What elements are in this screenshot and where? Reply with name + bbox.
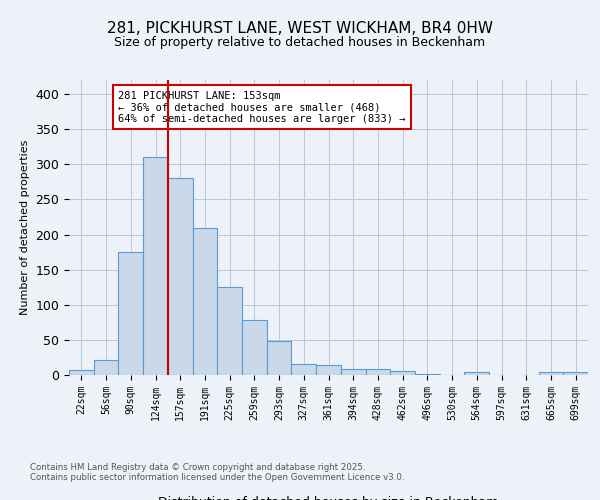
Bar	[242, 320, 267, 375]
Bar	[168, 178, 193, 375]
Bar	[69, 370, 94, 375]
Text: Contains HM Land Registry data © Crown copyright and database right 2025.: Contains HM Land Registry data © Crown c…	[30, 462, 365, 471]
Bar	[316, 365, 341, 375]
Text: 281 PICKHURST LANE: 153sqm
← 36% of detached houses are smaller (468)
64% of sem: 281 PICKHURST LANE: 153sqm ← 36% of deta…	[118, 90, 406, 124]
Bar	[365, 370, 390, 375]
Bar	[94, 360, 118, 375]
Bar	[267, 340, 292, 375]
Text: Size of property relative to detached houses in Beckenham: Size of property relative to detached ho…	[115, 36, 485, 49]
Text: Contains public sector information licensed under the Open Government Licence v3: Contains public sector information licen…	[30, 472, 404, 482]
Bar	[118, 252, 143, 375]
Bar	[464, 372, 489, 375]
Bar	[143, 158, 168, 375]
Bar	[563, 372, 588, 375]
Bar	[217, 287, 242, 375]
Bar	[415, 374, 440, 375]
Bar	[193, 228, 217, 375]
X-axis label: Distribution of detached houses by size in Beckenham: Distribution of detached houses by size …	[158, 496, 499, 500]
Bar	[341, 368, 365, 375]
Text: 281, PICKHURST LANE, WEST WICKHAM, BR4 0HW: 281, PICKHURST LANE, WEST WICKHAM, BR4 0…	[107, 21, 493, 36]
Bar	[292, 364, 316, 375]
Y-axis label: Number of detached properties: Number of detached properties	[20, 140, 30, 315]
Bar	[390, 372, 415, 375]
Bar	[539, 372, 563, 375]
